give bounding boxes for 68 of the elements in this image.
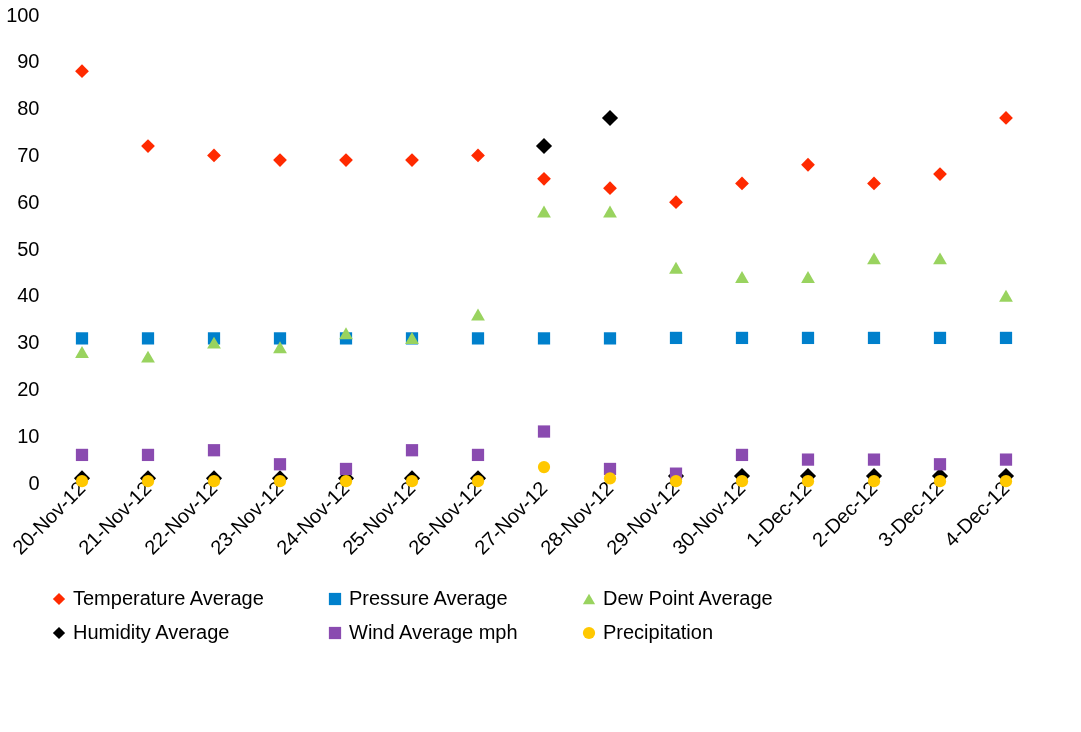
point — [867, 453, 881, 466]
legend-label: Humidity Average — [73, 621, 230, 643]
point — [801, 157, 815, 172]
point — [537, 460, 551, 474]
point — [801, 271, 815, 284]
point — [669, 195, 683, 210]
y-tick-label: 30 — [17, 331, 40, 354]
y-tick-label: 60 — [17, 190, 40, 213]
point — [75, 345, 89, 358]
point — [471, 332, 485, 345]
legend-label: Temperature Average — [73, 587, 264, 609]
point — [207, 148, 221, 163]
point — [273, 332, 287, 345]
point — [405, 444, 419, 457]
legend-label: Precipitation — [603, 621, 714, 643]
point — [735, 176, 749, 191]
y-tick-label: 70 — [17, 143, 40, 166]
point — [537, 425, 551, 438]
point — [207, 444, 221, 457]
point — [867, 252, 881, 265]
point — [601, 109, 619, 127]
point — [999, 289, 1013, 302]
point — [207, 336, 221, 349]
legend-label: Pressure Average — [349, 587, 508, 609]
point — [141, 350, 155, 363]
point — [933, 167, 947, 182]
y-tick-label: 100 — [6, 3, 40, 26]
point — [75, 64, 89, 79]
point — [339, 462, 353, 476]
point — [867, 331, 881, 345]
legend-label: Dew Point Average — [603, 587, 773, 609]
point — [471, 148, 485, 163]
point — [141, 448, 155, 462]
y-tick-label: 90 — [17, 50, 40, 73]
point — [735, 448, 749, 462]
point — [933, 331, 947, 345]
point — [535, 137, 553, 155]
point — [735, 271, 749, 284]
point — [339, 327, 353, 340]
point — [603, 181, 617, 196]
point — [801, 331, 815, 345]
point — [933, 458, 947, 471]
point — [999, 453, 1013, 466]
point — [735, 331, 749, 345]
y-tick-label: 40 — [17, 284, 40, 307]
legend-label: Wind Average mph — [349, 621, 518, 643]
y-tick-label: 80 — [17, 97, 40, 120]
point — [603, 205, 617, 218]
y-tick-label: 20 — [17, 377, 40, 400]
point — [669, 331, 683, 345]
point — [669, 261, 683, 274]
point — [75, 448, 89, 462]
y-tick-label: 50 — [17, 237, 40, 260]
point — [75, 332, 89, 345]
point — [933, 252, 947, 265]
point — [603, 332, 617, 345]
y-tick-label: 10 — [17, 424, 40, 447]
point — [801, 453, 815, 466]
point — [141, 332, 155, 345]
point — [471, 308, 485, 321]
point — [999, 331, 1013, 345]
point — [537, 171, 551, 186]
point — [471, 448, 485, 462]
point — [537, 205, 551, 218]
point — [867, 176, 881, 191]
point — [273, 458, 287, 471]
point — [273, 341, 287, 354]
point — [537, 332, 551, 345]
